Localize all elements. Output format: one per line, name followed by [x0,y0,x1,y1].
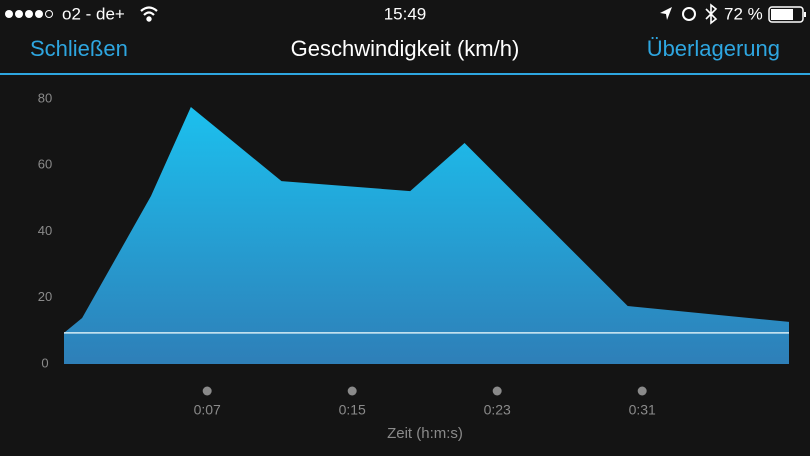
overlay-button[interactable]: Überlagerung [647,36,780,61]
wifi-icon [140,6,158,22]
y-tick-label: 80 [38,90,52,105]
x-tick-dot [202,386,212,396]
alarm-icon [682,7,696,21]
chart-title: Geschwindigkeit (km/h) [291,36,520,61]
battery-level [771,9,793,20]
clock: 15:49 [384,4,427,23]
nav-divider [0,73,810,75]
carrier: o2 - de+ [62,4,125,23]
battery-icon [768,6,804,23]
x-tick-dot [347,386,357,396]
x-tick-label: 0:31 [629,402,656,418]
x-tick-label: 0:23 [484,402,511,418]
x-tick-dot [492,386,502,396]
x-tick-dot [637,386,647,396]
y-tick-label: 20 [38,289,52,304]
battery-tip [804,12,806,17]
y-tick-label: 60 [38,157,52,172]
bluetooth-icon [705,3,718,25]
y-tick-label: 0 [41,355,48,370]
y-tick-label: 40 [38,223,52,238]
battery-percent: 72 % [724,4,763,23]
signal-dots [5,10,53,18]
location-icon [660,7,672,20]
x-tick-label: 0:07 [194,402,221,418]
x-tick-label: 0:15 [339,402,366,418]
close-button[interactable]: Schließen [30,36,128,61]
speed-area [64,106,789,364]
x-axis-label: Zeit (h:m:s) [387,425,463,442]
